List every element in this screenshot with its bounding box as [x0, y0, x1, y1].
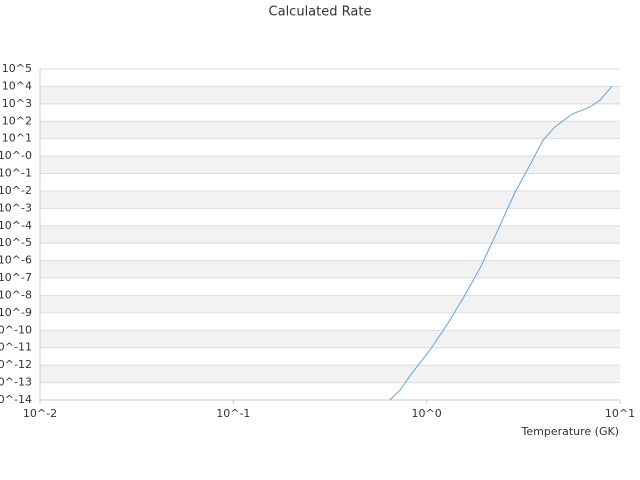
y-tick-label: 10^-14 [0, 393, 32, 406]
y-tick-label: 10^3 [2, 97, 32, 110]
x-tick-label: 10^0 [412, 407, 442, 420]
grid-band [40, 330, 620, 348]
grid-band [40, 86, 620, 104]
y-tick-label: 10^5 [2, 62, 32, 75]
y-tick-label: 10^-3 [0, 201, 32, 214]
y-tick-label: 10^-1 [0, 167, 32, 180]
x-axis-label: Temperature (GK) [521, 425, 620, 438]
grid-band [40, 260, 620, 279]
y-tick-label: 10^-11 [0, 341, 32, 354]
x-tick-label: 10^-2 [23, 407, 57, 420]
y-tick-label: 10^-7 [0, 271, 32, 284]
y-tick-label: 10^-0 [0, 149, 32, 162]
y-tick-label: 10^-9 [0, 306, 32, 319]
chart-title: Calculated Rate [269, 5, 372, 20]
y-tick-label: 10^1 [2, 132, 32, 145]
y-tick-label: 10^-4 [0, 219, 32, 232]
x-tick-label: 10^1 [605, 407, 635, 420]
grid-band [40, 156, 620, 174]
y-tick-label: 10^-13 [0, 376, 32, 389]
series-line [389, 85, 613, 401]
y-tick-label: 10^2 [2, 114, 32, 127]
y-tick-label: 10^-6 [0, 254, 32, 267]
grid-band [40, 225, 620, 244]
y-tick-label: 10^-12 [0, 358, 32, 371]
y-tick-label: 10^4 [2, 79, 32, 92]
x-tick-label: 10^-1 [216, 407, 250, 420]
grid-band [40, 295, 620, 313]
grid-band [40, 365, 620, 383]
grid-band [40, 190, 620, 209]
y-tick-label: 10^-10 [0, 323, 32, 336]
grid-band [40, 121, 620, 139]
y-tick-label: 10^-8 [0, 288, 32, 301]
plot-area [40, 68, 620, 401]
y-tick-label: 10^-5 [0, 236, 32, 249]
y-tick-label: 10^-2 [0, 184, 32, 197]
